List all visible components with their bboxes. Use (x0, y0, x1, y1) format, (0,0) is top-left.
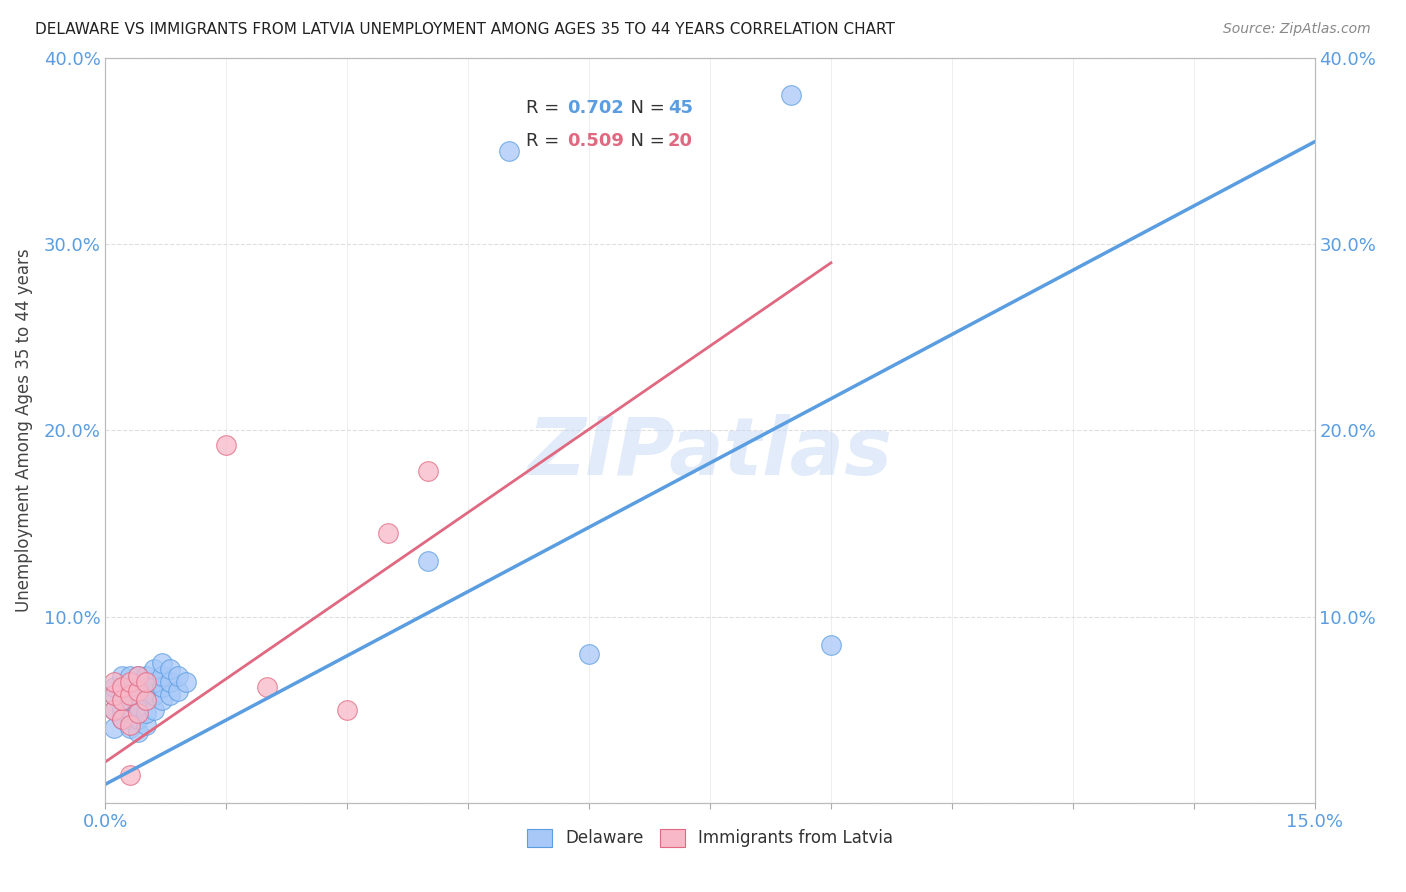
Point (150, 681, 173, 695)
Point (103, 688, 125, 702)
Point (110, 712, 132, 726)
Point (779, 88, 801, 103)
Point (820, 638, 842, 652)
Point (103, 703, 125, 717)
Point (103, 721, 125, 735)
Point (127, 706, 149, 721)
Point (118, 674, 141, 689)
Text: DELAWARE VS IMMIGRANTS FROM LATVIA UNEMPLOYMENT AMONG AGES 35 TO 44 YEARS CORREL: DELAWARE VS IMMIGRANTS FROM LATVIA UNEMP… (35, 22, 896, 37)
Point (118, 681, 141, 695)
Point (118, 721, 141, 735)
Point (103, 688, 125, 702)
Text: 0.702: 0.702 (568, 99, 624, 117)
Point (135, 706, 157, 721)
Point (159, 662, 181, 676)
Point (159, 688, 181, 702)
Point (498, 144, 520, 158)
Point (142, 674, 165, 689)
Point (127, 684, 149, 698)
Text: 45: 45 (668, 99, 693, 117)
Text: 0.509: 0.509 (568, 132, 624, 151)
Point (127, 712, 149, 726)
Point (110, 669, 132, 683)
Text: N =: N = (620, 99, 671, 117)
Point (142, 662, 165, 676)
Point (118, 768, 141, 782)
Text: R =: R = (526, 99, 565, 117)
Point (336, 703, 359, 717)
Point (110, 712, 132, 726)
Point (174, 674, 197, 689)
Point (377, 525, 399, 540)
Point (127, 725, 149, 739)
Point (118, 693, 141, 707)
Point (150, 656, 173, 670)
Y-axis label: Unemployment Among Ages 35 to 44 years: Unemployment Among Ages 35 to 44 years (14, 249, 32, 612)
Point (135, 674, 157, 689)
Point (135, 693, 157, 707)
Point (103, 703, 125, 717)
Legend: Delaware, Immigrants from Latvia: Delaware, Immigrants from Latvia (520, 822, 900, 854)
Point (167, 669, 190, 683)
Point (135, 693, 157, 707)
Text: R =: R = (526, 132, 565, 151)
Point (135, 717, 157, 731)
Point (256, 681, 278, 695)
Point (118, 717, 141, 731)
Point (127, 681, 149, 695)
Text: N =: N = (620, 132, 671, 151)
Text: ZIPatlas: ZIPatlas (527, 414, 893, 491)
Point (118, 688, 141, 702)
Point (416, 464, 439, 478)
Point (150, 669, 173, 683)
Point (578, 647, 600, 661)
Point (110, 681, 132, 695)
Point (118, 712, 141, 726)
Point (135, 669, 157, 683)
Point (127, 669, 149, 683)
Point (118, 669, 141, 683)
Point (110, 681, 132, 695)
Text: 20: 20 (668, 132, 693, 151)
Point (150, 693, 173, 707)
Point (127, 669, 149, 683)
Point (159, 674, 181, 689)
Point (110, 693, 132, 707)
Point (103, 681, 125, 695)
Point (103, 674, 125, 689)
Point (142, 703, 165, 717)
Point (127, 688, 149, 702)
Point (110, 703, 132, 717)
Point (215, 438, 238, 452)
Text: Source: ZipAtlas.com: Source: ZipAtlas.com (1223, 22, 1371, 37)
Point (135, 684, 157, 698)
Point (167, 684, 190, 698)
Point (416, 554, 439, 568)
Point (118, 703, 141, 717)
Point (127, 698, 149, 713)
Point (110, 693, 132, 707)
Point (142, 688, 165, 702)
